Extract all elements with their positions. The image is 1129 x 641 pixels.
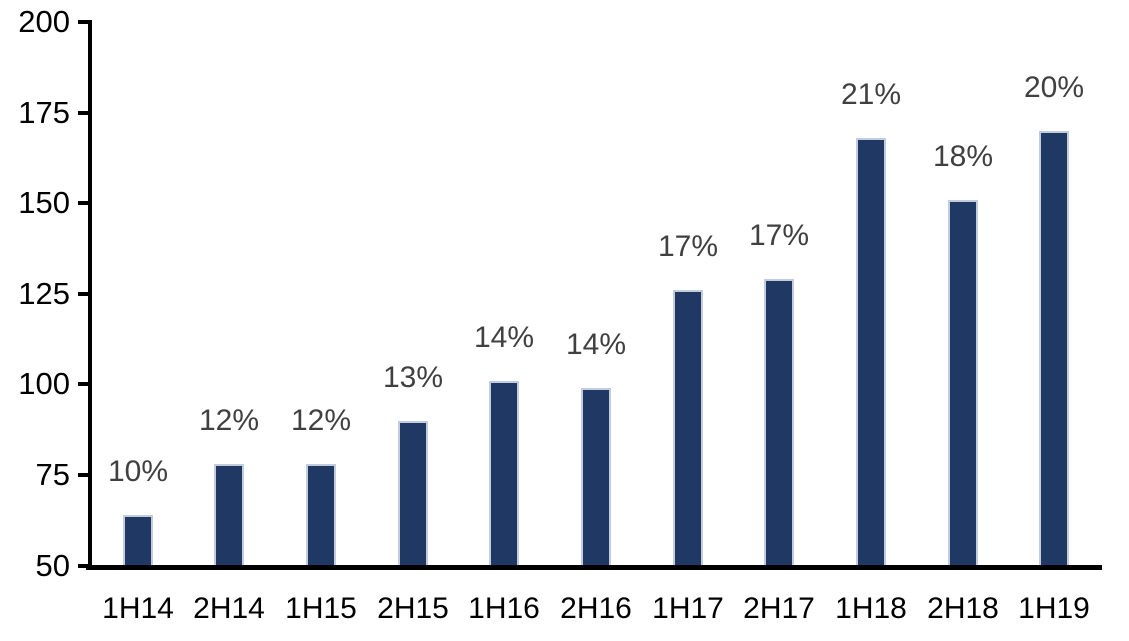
x-tick-label-1H18: 1H18 (835, 592, 907, 625)
bar-1H15 (306, 464, 336, 565)
bar-data-label: 17% (748, 219, 810, 252)
bar-1H17 (673, 290, 703, 565)
x-axis-line (86, 565, 1102, 570)
y-tick-label: 150 (18, 185, 70, 220)
bar-1H18 (856, 138, 886, 565)
x-tick-label-2H15: 2H15 (377, 592, 449, 625)
y-tick-label: 100 (18, 366, 70, 401)
bar-data-label: 21% (840, 78, 902, 111)
y-tick-mark (78, 382, 88, 386)
bar-data-label: 10% (107, 455, 169, 488)
y-tick-mark (78, 201, 88, 205)
y-tick-label: 75 (35, 457, 70, 492)
y-tick-mark (78, 564, 88, 568)
y-tick-mark (78, 20, 88, 24)
x-tick-label-1H16: 1H16 (468, 592, 540, 625)
x-tick-label-2H18: 2H18 (927, 592, 999, 625)
x-tick-label-2H16: 2H16 (560, 592, 632, 625)
bar-data-label: 12% (198, 404, 260, 437)
bar-1H19 (1039, 131, 1069, 565)
x-tick-label-1H15: 1H15 (285, 592, 357, 625)
y-tick-label: 125 (18, 276, 70, 311)
bar-2H16 (581, 388, 611, 565)
x-tick-label-1H14: 1H14 (102, 592, 174, 625)
bar-data-label: 20% (1023, 71, 1085, 104)
bar-1H16 (489, 381, 519, 565)
x-tick-label-1H17: 1H17 (652, 592, 724, 625)
y-tick-mark (78, 111, 88, 115)
y-tick-mark (78, 473, 88, 477)
bar-data-label: 14% (473, 321, 535, 354)
y-tick-label: 50 (35, 548, 70, 583)
y-tick-label: 200 (18, 4, 70, 39)
bar-data-label: 17% (657, 230, 719, 263)
bar-data-label: 13% (382, 361, 444, 394)
x-tick-label-1H19: 1H19 (1018, 592, 1090, 625)
y-tick-mark (78, 292, 88, 296)
bar-data-label: 12% (290, 404, 352, 437)
y-axis-line (88, 20, 92, 570)
bar-2H15 (398, 421, 428, 565)
x-tick-label-2H14: 2H14 (193, 592, 265, 625)
bar-data-label: 18% (932, 140, 994, 173)
bar-2H18 (948, 200, 978, 565)
x-tick-label-2H17: 2H17 (743, 592, 815, 625)
bar-2H14 (214, 464, 244, 565)
y-tick-label: 175 (18, 95, 70, 130)
bar-2H17 (764, 279, 794, 565)
bar-data-label: 14% (565, 328, 627, 361)
bar-1H14 (123, 515, 153, 565)
